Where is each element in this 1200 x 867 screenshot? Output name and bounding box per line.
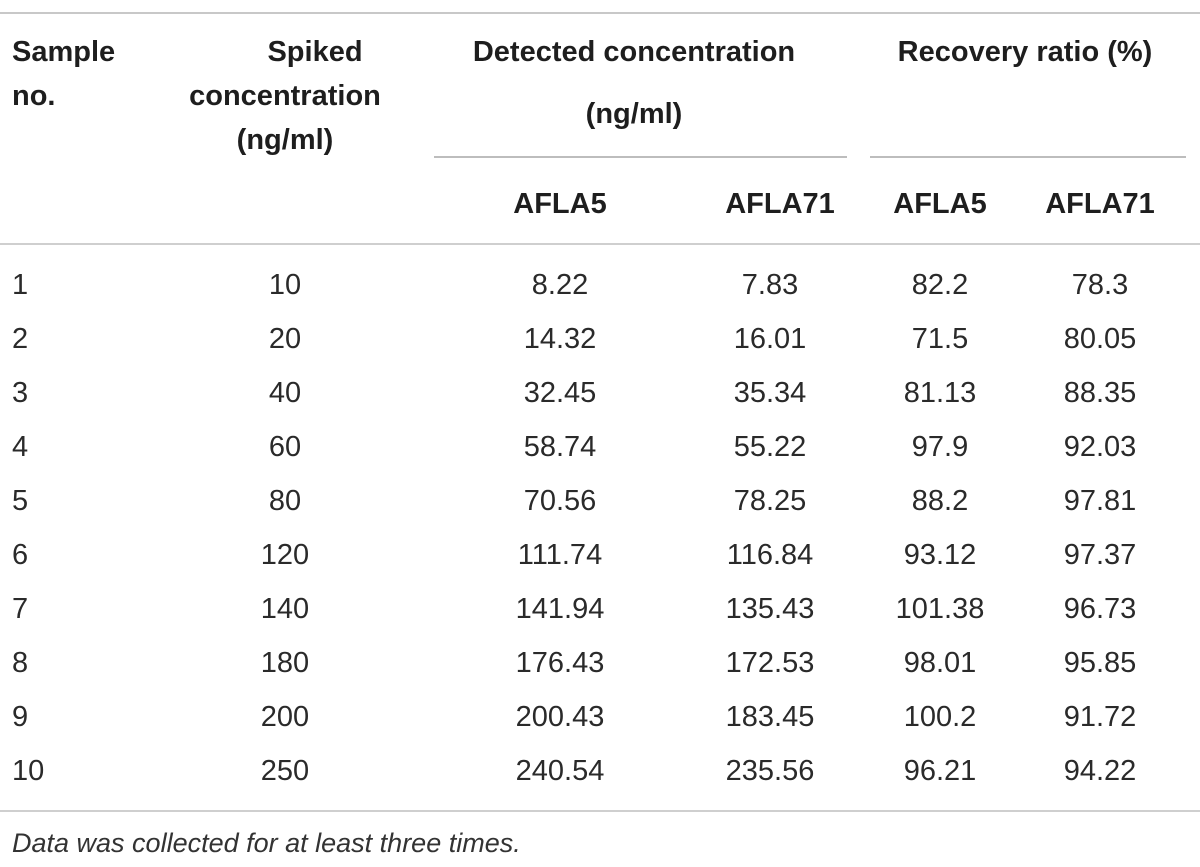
- cell-recovery-afla71: 91.72: [1063, 701, 1137, 733]
- cell-spiked: 80: [268, 485, 302, 517]
- cell-detected-afla71: 235.56: [725, 755, 815, 787]
- cell-detected-afla5: 70.56: [523, 485, 597, 517]
- cell-spiked: 250: [260, 755, 310, 787]
- cell-detected-afla71: 183.45: [725, 701, 815, 733]
- header-spiked-line1: Spiked: [267, 36, 363, 68]
- cell-recovery-afla71: 88.35: [1063, 377, 1137, 409]
- cell-recovery-afla71: 95.85: [1063, 647, 1137, 679]
- cell-recovery-afla5: 100.2: [903, 701, 977, 733]
- header-detected-line1: Detected concentration: [472, 36, 796, 68]
- cell-spiked: 20: [268, 323, 302, 355]
- cell-detected-afla5: 32.45: [523, 377, 597, 409]
- cell-recovery-afla5: 98.01: [903, 647, 977, 679]
- cell-recovery-afla5: 93.12: [903, 539, 977, 571]
- cell-detected-afla71: 16.01: [733, 323, 807, 355]
- cell-detected-afla71: 135.43: [725, 593, 815, 625]
- subheader-detected-afla5: AFLA5: [513, 188, 607, 220]
- cell-recovery-afla5: 88.2: [911, 485, 969, 517]
- header-detected-line2: (ng/ml): [585, 98, 683, 130]
- cell-detected-afla5: 14.32: [523, 323, 597, 355]
- cell-recovery-afla5: 101.38: [895, 593, 985, 625]
- cell-spiked: 120: [260, 539, 310, 571]
- cell-recovery-afla5: 81.13: [903, 377, 977, 409]
- header-sample-line2: no.: [12, 80, 56, 112]
- cell-sample: 9: [12, 701, 29, 733]
- header-recovery: Recovery ratio (%): [897, 36, 1153, 68]
- subheader-recovery-afla71: AFLA71: [1045, 188, 1155, 220]
- cell-sample: 5: [12, 485, 29, 517]
- table-footnote: Data was collected for at least three ti…: [12, 828, 521, 858]
- cell-detected-afla71: 116.84: [726, 539, 814, 571]
- cell-spiked: 40: [268, 377, 302, 409]
- cell-recovery-afla5: 82.2: [911, 269, 969, 301]
- subheader-detected-afla71: AFLA71: [725, 188, 835, 220]
- cell-detected-afla5: 200.43: [515, 701, 605, 733]
- cell-recovery-afla71: 97.81: [1063, 485, 1137, 517]
- cell-recovery-afla71: 96.73: [1063, 593, 1137, 625]
- cell-spiked: 200: [260, 701, 310, 733]
- cell-detected-afla71: 35.34: [733, 377, 807, 409]
- cell-detected-afla71: 172.53: [725, 647, 815, 679]
- cell-detected-afla71: 7.83: [741, 269, 799, 301]
- table-top-rule: [0, 12, 1200, 14]
- header-spiked-line2: concentration: [189, 80, 381, 112]
- header-sample-line1: Sample: [12, 36, 116, 68]
- cell-recovery-afla5: 71.5: [911, 323, 969, 355]
- cell-sample: 10: [12, 755, 45, 787]
- table-bottom-rule: [0, 810, 1200, 812]
- cell-detected-afla5: 141.94: [515, 593, 605, 625]
- cell-recovery-afla71: 92.03: [1063, 431, 1137, 463]
- cell-detected-afla71: 55.22: [733, 431, 807, 463]
- cell-recovery-afla71: 94.22: [1063, 755, 1137, 787]
- cell-sample: 7: [12, 593, 29, 625]
- header-spiked-line3: (ng/ml): [236, 124, 334, 156]
- cell-recovery-afla5: 96.21: [903, 755, 977, 787]
- cell-sample: 2: [12, 323, 29, 355]
- cell-recovery-afla71: 97.37: [1063, 539, 1137, 571]
- cell-detected-afla5: 8.22: [531, 269, 589, 301]
- cell-sample: 1: [12, 269, 29, 301]
- cell-detected-afla5: 176.43: [515, 647, 605, 679]
- subheader-recovery-afla5: AFLA5: [893, 188, 987, 220]
- cell-detected-afla5: 111.74: [517, 539, 603, 571]
- header-bottom-rule: [0, 243, 1200, 245]
- cell-recovery-afla71: 80.05: [1063, 323, 1137, 355]
- cell-sample: 6: [12, 539, 29, 571]
- cell-detected-afla5: 58.74: [523, 431, 597, 463]
- cell-spiked: 60: [268, 431, 302, 463]
- cell-detected-afla5: 240.54: [515, 755, 605, 787]
- cell-spiked: 180: [260, 647, 310, 679]
- cell-recovery-afla71: 78.3: [1071, 269, 1129, 301]
- detected-subheader-rule: [434, 156, 847, 158]
- cell-recovery-afla5: 97.9: [911, 431, 969, 463]
- cell-detected-afla71: 78.25: [733, 485, 807, 517]
- cell-spiked: 140: [260, 593, 310, 625]
- cell-sample: 3: [12, 377, 29, 409]
- cell-sample: 4: [12, 431, 29, 463]
- cell-sample: 8: [12, 647, 29, 679]
- cell-spiked: 10: [268, 269, 302, 301]
- recovery-subheader-rule: [870, 156, 1186, 158]
